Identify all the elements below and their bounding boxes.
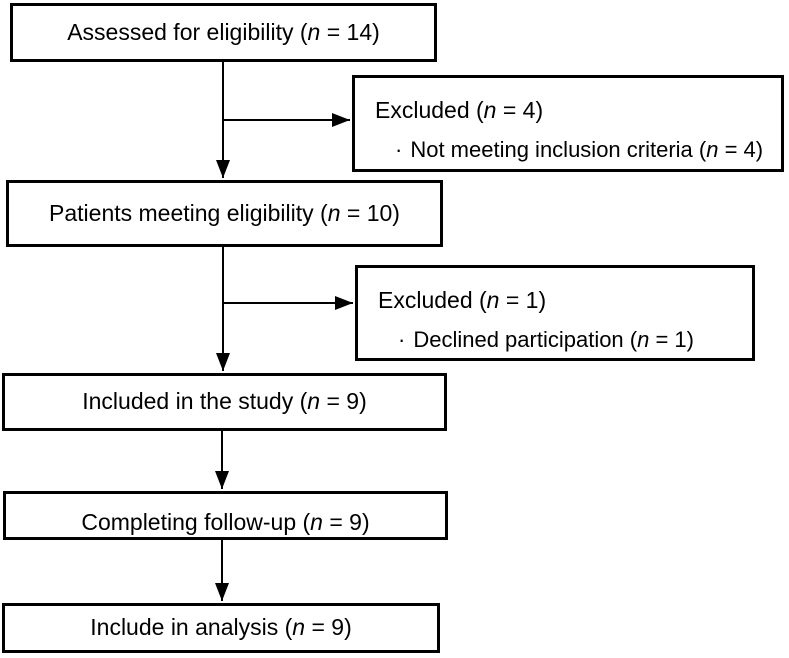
label-suffix: = 1) [649, 327, 694, 352]
box-excluded-declined-participation: Excluded (n = 1) · Declined participation… [355, 265, 755, 361]
box-include-in-analysis: Include in analysis (n = 9) [2, 603, 440, 653]
box-assessed-eligibility: Assessed for eligibility (n = 14) [10, 3, 437, 62]
label-suffix: = 9) [320, 388, 367, 415]
label-suffix: = 9) [322, 508, 370, 535]
n-symbol: n [486, 287, 500, 313]
box-completing-followup: Completing follow-up (n = 9) [3, 491, 448, 540]
box-patients-meeting-eligibility: Patients meeting eligibility (n = 10) [6, 180, 443, 247]
label-prefix: Include in analysis ( [90, 614, 293, 641]
n-symbol: n [706, 137, 719, 162]
label-suffix: = 14) [320, 18, 380, 45]
excluded-reason: · Declined participation (n = 1) [358, 320, 752, 360]
label-suffix: = 4) [496, 97, 544, 123]
label-suffix: = 4) [718, 137, 764, 162]
n-symbol: n [292, 614, 306, 641]
label-prefix: Assessed for eligibility ( [67, 18, 308, 45]
label-prefix: Patients meeting eligibility ( [49, 199, 328, 226]
label-prefix: Not meeting inclusion criteria ( [410, 137, 707, 162]
box-label: Assessed for eligibility (n = 14) [67, 18, 380, 45]
label-prefix: Excluded ( [378, 287, 487, 313]
label-prefix: Included in the study ( [82, 388, 308, 415]
label-prefix: Completing follow-up ( [81, 508, 311, 535]
excluded-reason: · Not meeting inclusion criteria (n = 4) [355, 130, 781, 170]
box-label: Include in analysis (n = 9) [90, 615, 351, 640]
n-symbol: n [307, 388, 321, 415]
label-prefix: Excluded ( [375, 97, 484, 123]
n-symbol: n [307, 18, 321, 45]
excluded-title: Excluded (n = 1) [358, 280, 752, 320]
box-label: Patients meeting eligibility (n = 10) [49, 199, 400, 226]
label-suffix: = 9) [305, 614, 352, 641]
box-label: Included in the study (n = 9) [82, 389, 367, 414]
n-symbol: n [327, 199, 341, 226]
n-symbol: n [483, 97, 497, 123]
bullet-dot: · [398, 327, 406, 352]
box-label: Completing follow-up (n = 9) [81, 508, 370, 535]
label-suffix: = 10) [340, 199, 400, 226]
n-symbol: n [637, 327, 650, 352]
bullet-dot: · [395, 137, 403, 162]
box-excluded-not-meeting-criteria: Excluded (n = 4) · Not meeting inclusion … [352, 75, 784, 172]
n-symbol: n [310, 508, 323, 535]
box-included-in-study: Included in the study (n = 9) [2, 373, 447, 431]
label-suffix: = 1) [499, 287, 547, 313]
excluded-title: Excluded (n = 4) [355, 90, 781, 130]
label-prefix: Declined participation ( [413, 327, 638, 352]
